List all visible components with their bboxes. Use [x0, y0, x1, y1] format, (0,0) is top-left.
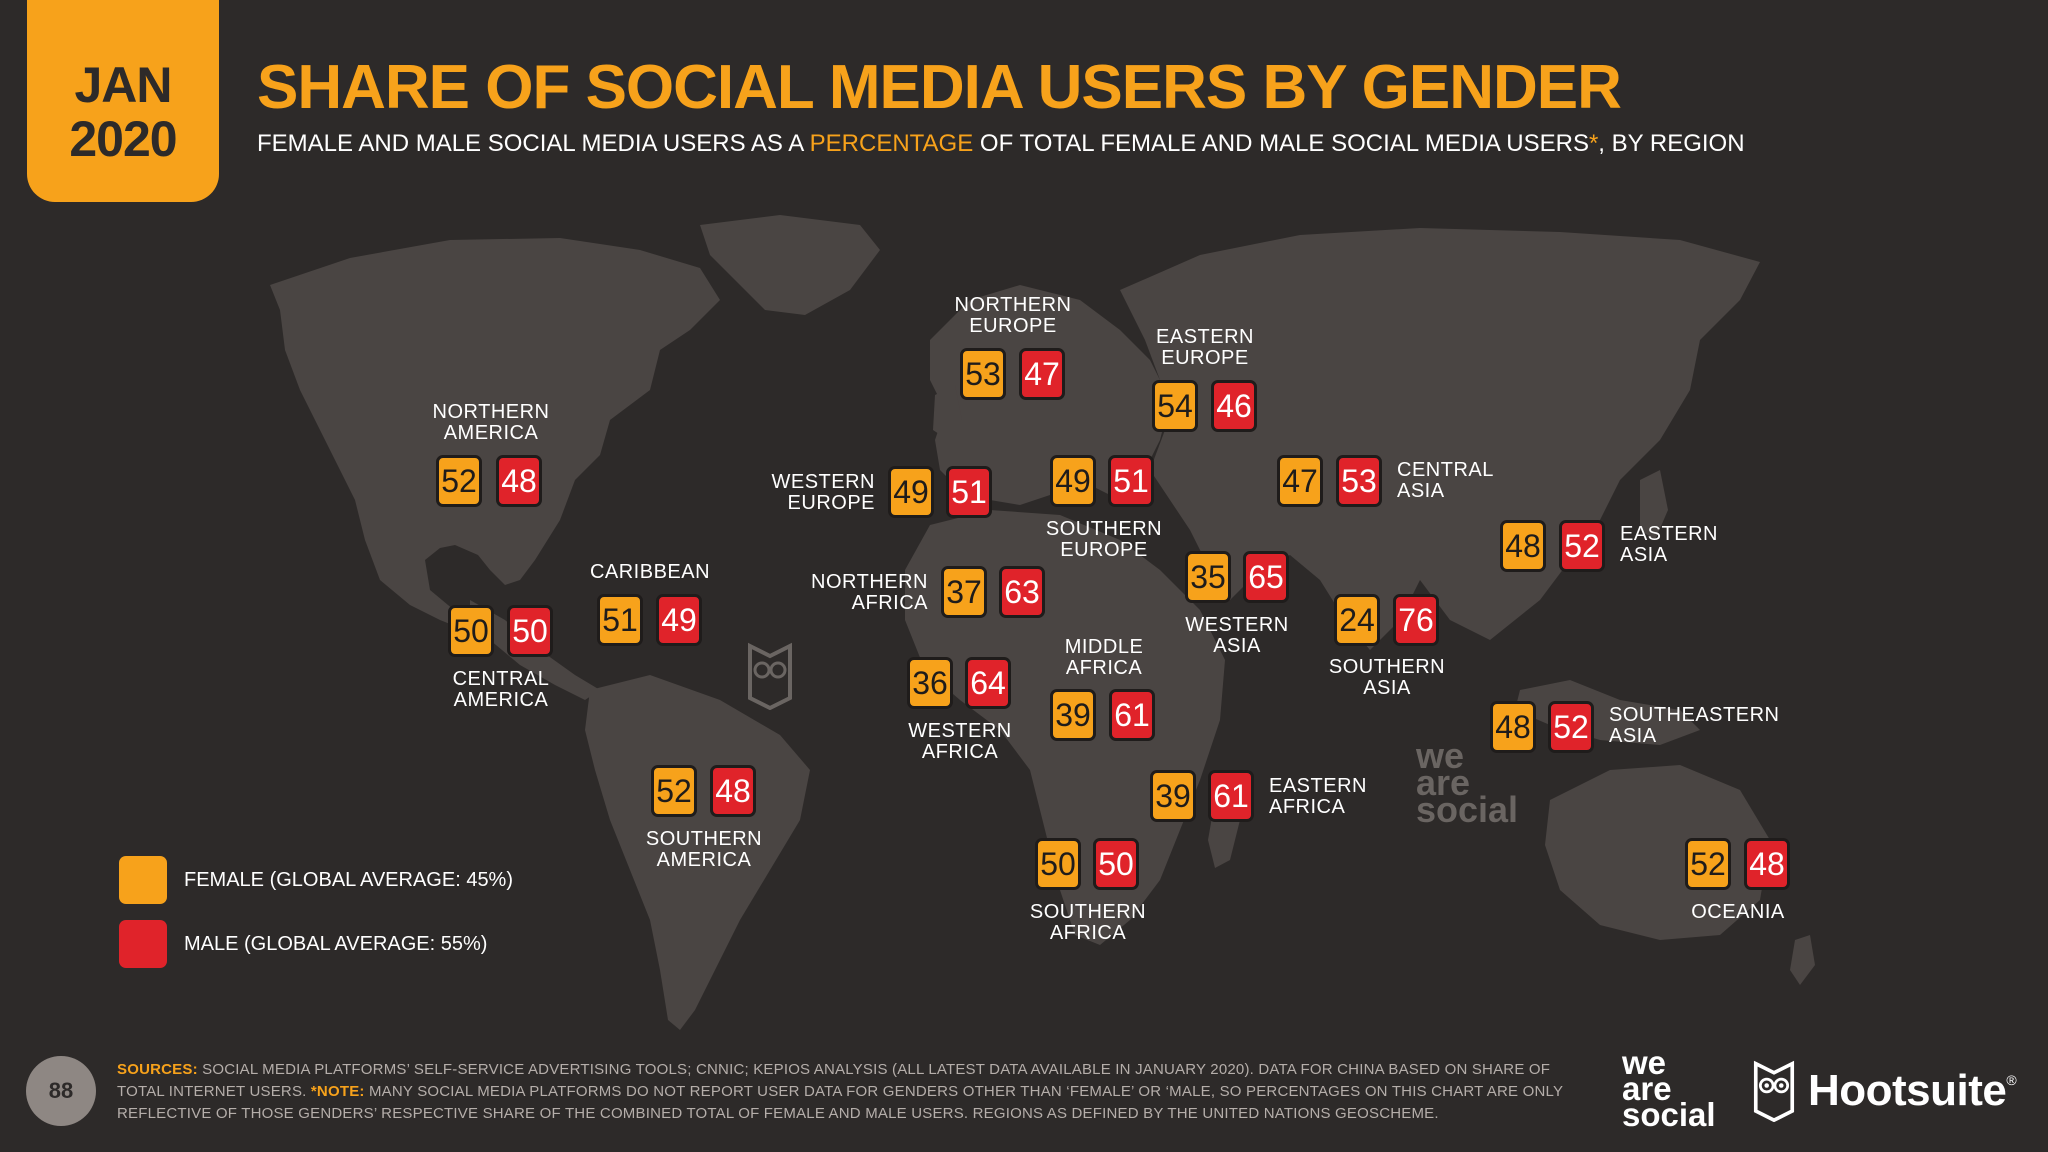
subtitle-star: *	[1588, 130, 1599, 157]
region-label-eastern-europe: EASTERN EUROPE	[1156, 326, 1254, 369]
sources-label: SOURCES:	[117, 1061, 198, 1078]
male-value-caribbean: 49	[656, 594, 702, 646]
male-value-northern-africa: 63	[999, 566, 1045, 618]
region-label-southern-europe: SOUTHERN EUROPE	[1045, 518, 1163, 561]
female-value-central-asia: 47	[1277, 455, 1323, 507]
region-label-western-africa: WESTERN AFRICA	[908, 720, 1012, 763]
page-title: SHARE OF SOCIAL MEDIA USERS BY GENDER	[257, 53, 1622, 122]
date-month: JAN	[74, 57, 172, 113]
legend-female-swatch	[119, 856, 167, 904]
female-value-northern-africa: 37	[941, 566, 987, 618]
sources-note: SOURCES: SOCIAL MEDIA PLATFORMS’ SELF-SE…	[117, 1059, 1577, 1125]
female-value-middle-africa: 39	[1050, 689, 1096, 741]
male-value-western-asia: 65	[1243, 551, 1289, 603]
female-value-eastern-africa: 39	[1150, 770, 1196, 822]
region-label-middle-africa: MIDDLE AFRICA	[1064, 636, 1144, 679]
subtitle-highlight: PERCENTAGE	[809, 130, 974, 157]
male-value-southern-africa: 50	[1093, 838, 1139, 890]
male-value-southern-europe: 51	[1108, 455, 1154, 507]
region-label-northern-america: NORTHERN AMERICA	[432, 401, 550, 444]
region-label-central-asia: CENTRAL ASIA	[1397, 459, 1494, 502]
sources-text: SOCIAL MEDIA PLATFORMS’ SELF-SERVICE ADV…	[117, 1061, 1551, 1100]
region-label-western-asia: WESTERN ASIA	[1185, 614, 1289, 657]
female-value-southern-africa: 50	[1035, 838, 1081, 890]
region-label-northern-europe: NORTHERN EUROPE	[954, 294, 1072, 337]
subtitle-part1: FEMALE AND MALE SOCIAL MEDIA USERS AS A	[257, 130, 810, 157]
female-value-central-america: 50	[448, 605, 494, 657]
we-are-social-logo: we are social	[1622, 1044, 1716, 1133]
female-value-southeastern-asia: 48	[1490, 701, 1536, 753]
male-value-southern-america: 48	[710, 765, 756, 817]
region-label-northern-africa: NORTHERN AFRICA	[811, 571, 928, 614]
region-label-oceania: OCEANIA	[1691, 901, 1785, 923]
region-label-eastern-asia: EASTERN ASIA	[1620, 523, 1718, 566]
male-value-western-europe: 51	[946, 466, 992, 518]
logo-social: social	[1622, 1096, 1716, 1133]
region-label-southern-asia: SOUTHERN ASIA	[1328, 656, 1446, 699]
note-text: MANY SOCIAL MEDIA PLATFORMS DO NOT REPOR…	[117, 1083, 1563, 1122]
registered-mark: ®	[2006, 1072, 2017, 1088]
landmass-southeast-asia-islands	[1515, 680, 1700, 745]
female-value-southern-asia: 24	[1334, 594, 1380, 646]
region-label-central-america: CENTRAL AMERICA	[452, 668, 550, 711]
date-year: 2020	[69, 111, 177, 167]
male-value-southern-asia: 76	[1393, 594, 1439, 646]
landmass-australia	[1545, 765, 1770, 940]
region-label-caribbean: CARIBBEAN	[589, 561, 711, 583]
region-label-southern-africa: SOUTHERN AFRICA	[1029, 901, 1147, 944]
subtitle-part2: OF TOTAL FEMALE AND MALE SOCIAL MEDIA US…	[973, 130, 1589, 157]
legend-male-swatch	[119, 920, 167, 968]
female-value-northern-europe: 53	[960, 348, 1006, 400]
region-label-eastern-africa: EASTERN AFRICA	[1269, 775, 1367, 818]
female-value-eastern-europe: 54	[1152, 380, 1198, 432]
male-value-middle-africa: 61	[1109, 689, 1155, 741]
landmass-new-zealand	[1790, 935, 1815, 985]
hootsuite-wordmark: Hootsuite	[1808, 1066, 2007, 1115]
male-value-central-america: 50	[507, 605, 553, 657]
page-number: 88	[26, 1056, 96, 1126]
landmass-north-america	[270, 238, 720, 632]
landmass-greenland	[700, 215, 880, 315]
male-value-eastern-europe: 46	[1211, 380, 1257, 432]
legend-male-label: MALE (GLOBAL AVERAGE: 55%)	[184, 933, 488, 955]
landmass-asia	[1120, 228, 1760, 650]
landmass-south-america	[585, 675, 810, 1030]
we-are-social-watermark: we are social	[1416, 735, 1519, 830]
male-value-eastern-asia: 52	[1559, 520, 1605, 572]
female-value-caribbean: 51	[597, 594, 643, 646]
male-value-northern-america: 48	[496, 455, 542, 507]
logo-we: we	[1622, 1044, 1667, 1081]
logo-are: are	[1622, 1070, 1672, 1107]
female-value-southern-america: 52	[651, 765, 697, 817]
female-value-western-asia: 35	[1185, 551, 1231, 603]
landmass-uk	[933, 385, 962, 440]
male-value-oceania: 48	[1744, 838, 1790, 890]
female-value-northern-america: 52	[436, 455, 482, 507]
legend-female-label: FEMALE (GLOBAL AVERAGE: 45%)	[184, 869, 514, 891]
male-value-northern-europe: 47	[1019, 348, 1065, 400]
page-subtitle: FEMALE AND MALE SOCIAL MEDIA USERS AS A …	[257, 130, 1745, 158]
region-label-western-europe: WESTERN EUROPE	[771, 471, 875, 514]
landmass-japan	[1640, 470, 1668, 540]
owl-icon	[1753, 1060, 1795, 1122]
subtitle-part3: , BY REGION	[1598, 130, 1745, 157]
male-value-southeastern-asia: 52	[1548, 701, 1594, 753]
male-value-central-asia: 53	[1336, 455, 1382, 507]
female-value-oceania: 52	[1685, 838, 1731, 890]
male-value-eastern-africa: 61	[1208, 770, 1254, 822]
female-value-western-africa: 36	[907, 657, 953, 709]
region-label-southern-america: SOUTHERN AMERICA	[645, 828, 763, 871]
region-label-southeastern-asia: SOUTHEASTERN ASIA	[1609, 704, 1780, 747]
note-label: *NOTE:	[310, 1083, 365, 1100]
female-value-southern-europe: 49	[1050, 455, 1096, 507]
date-badge: JAN 2020	[27, 0, 219, 202]
owl-watermark-icon	[748, 642, 792, 710]
female-value-eastern-asia: 48	[1500, 520, 1546, 572]
female-value-western-europe: 49	[888, 466, 934, 518]
hootsuite-logo: Hootsuite ®	[1752, 1060, 2017, 1122]
male-value-western-africa: 64	[965, 657, 1011, 709]
